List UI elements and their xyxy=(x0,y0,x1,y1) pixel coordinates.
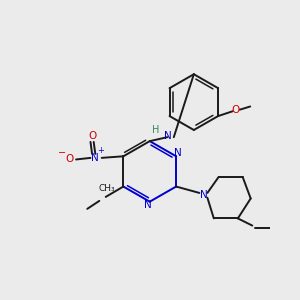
Text: N: N xyxy=(92,153,99,163)
Text: O: O xyxy=(232,105,240,115)
Text: N: N xyxy=(164,130,171,141)
Text: N: N xyxy=(144,200,152,210)
Text: +: + xyxy=(97,146,104,155)
Text: O: O xyxy=(88,130,96,141)
Text: −: − xyxy=(58,148,66,158)
Text: CH₃: CH₃ xyxy=(99,184,115,194)
Text: O: O xyxy=(65,154,74,164)
Text: H: H xyxy=(152,125,160,135)
Text: N: N xyxy=(200,190,208,200)
Text: N: N xyxy=(174,148,182,158)
